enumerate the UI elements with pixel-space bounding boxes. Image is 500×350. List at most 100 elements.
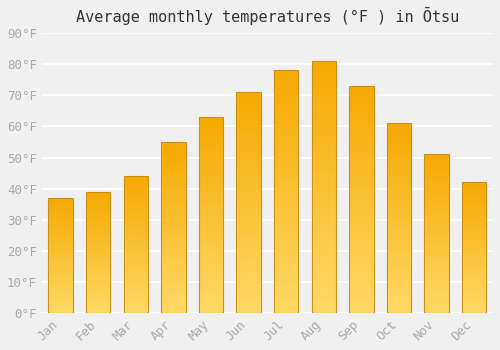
Bar (424, 237, 449, 238)
Bar (274, 277, 298, 279)
Bar (86, 280, 110, 281)
Bar (86, 237, 110, 238)
Bar (161, 248, 186, 250)
Bar (424, 250, 449, 251)
Bar (48, 234, 73, 235)
Bar (161, 142, 186, 313)
Bar (387, 258, 411, 260)
Bar (124, 234, 148, 235)
Bar (48, 215, 73, 216)
Bar (199, 191, 223, 194)
Bar (48, 246, 73, 247)
Bar (86, 226, 110, 227)
Bar (462, 209, 486, 210)
Bar (199, 278, 223, 280)
Bar (312, 99, 336, 102)
Bar (86, 279, 110, 280)
Bar (124, 224, 148, 225)
Bar (199, 154, 223, 156)
Bar (161, 306, 186, 308)
Bar (387, 287, 411, 288)
Bar (199, 152, 223, 154)
Bar (349, 181, 374, 184)
Bar (274, 104, 298, 107)
Bar (312, 230, 336, 232)
Bar (236, 218, 261, 220)
Bar (312, 225, 336, 228)
Bar (199, 139, 223, 141)
Bar (462, 189, 486, 190)
Bar (124, 180, 148, 182)
Bar (48, 227, 73, 228)
Bar (199, 248, 223, 250)
Bar (274, 187, 298, 189)
Bar (86, 299, 110, 300)
Bar (312, 147, 336, 149)
Bar (124, 287, 148, 288)
Bar (312, 232, 336, 235)
Bar (86, 206, 110, 208)
Bar (236, 112, 261, 114)
Bar (424, 276, 449, 278)
Bar (312, 303, 336, 306)
Bar (48, 240, 73, 242)
Bar (274, 73, 298, 75)
Bar (387, 194, 411, 195)
Bar (387, 182, 411, 184)
Bar (312, 210, 336, 212)
Bar (424, 154, 449, 313)
Bar (312, 149, 336, 152)
Bar (236, 136, 261, 139)
Bar (48, 305, 73, 306)
Bar (462, 220, 486, 222)
Bar (424, 297, 449, 299)
Bar (387, 311, 411, 313)
Bar (86, 209, 110, 210)
Bar (274, 255, 298, 257)
Bar (349, 127, 374, 129)
Bar (312, 250, 336, 253)
Bar (462, 266, 486, 267)
Bar (274, 175, 298, 177)
Bar (387, 283, 411, 285)
Bar (462, 182, 486, 184)
Bar (274, 228, 298, 231)
Bar (236, 229, 261, 231)
Bar (86, 220, 110, 221)
Bar (161, 166, 186, 168)
Bar (424, 280, 449, 281)
Bar (312, 154, 336, 157)
Bar (236, 143, 261, 145)
Bar (236, 159, 261, 161)
Bar (424, 218, 449, 219)
Bar (236, 97, 261, 99)
Bar (199, 190, 223, 191)
Bar (349, 138, 374, 140)
Bar (124, 176, 148, 313)
Bar (199, 223, 223, 225)
Bar (424, 251, 449, 253)
Bar (236, 161, 261, 163)
Bar (86, 241, 110, 243)
Bar (199, 121, 223, 123)
Bar (199, 211, 223, 213)
Bar (424, 181, 449, 183)
Bar (274, 306, 298, 308)
Bar (48, 229, 73, 230)
Bar (349, 190, 374, 193)
Bar (274, 102, 298, 104)
Bar (274, 172, 298, 175)
Bar (424, 307, 449, 308)
Bar (349, 250, 374, 252)
Bar (349, 161, 374, 163)
Bar (86, 281, 110, 283)
Bar (48, 303, 73, 304)
Bar (124, 221, 148, 223)
Bar (48, 299, 73, 300)
Bar (124, 273, 148, 275)
Bar (86, 247, 110, 249)
Bar (48, 292, 73, 294)
Bar (312, 169, 336, 172)
Bar (462, 310, 486, 312)
Bar (236, 245, 261, 247)
